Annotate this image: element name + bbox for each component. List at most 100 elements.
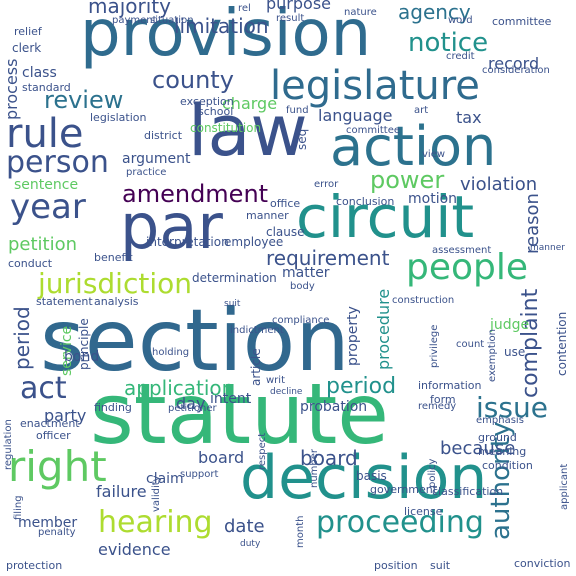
- word-number: consideration: [482, 65, 550, 76]
- word-individual: number: [309, 448, 320, 488]
- word-person: person: [6, 145, 109, 180]
- word-party: party: [44, 406, 87, 425]
- word-petitioner: art: [414, 105, 429, 116]
- word-argument: sentence: [14, 177, 79, 193]
- word-right: right: [8, 442, 107, 491]
- word-procedure: procedure: [374, 288, 393, 370]
- word-form: form: [430, 393, 456, 406]
- word-office: manner: [246, 209, 289, 222]
- word-finding: finding: [94, 401, 132, 414]
- word-contention: construction: [392, 295, 455, 306]
- word-construction: contention: [555, 311, 569, 376]
- word-reason: language: [318, 106, 393, 125]
- word-agency: purpose: [266, 0, 331, 13]
- word-officer: officer: [36, 429, 71, 442]
- word-review: review: [44, 86, 124, 114]
- word-nature: conclusion: [336, 195, 395, 208]
- word-class: class: [22, 65, 57, 81]
- word-date: date: [224, 516, 265, 537]
- word-act: act: [20, 371, 67, 406]
- word-sentence: motion: [408, 191, 458, 207]
- word-classification: classification: [432, 485, 504, 498]
- word-change: petitioner: [168, 403, 217, 414]
- word-property: property: [345, 306, 361, 366]
- word-conviction: applicant: [559, 463, 570, 510]
- word-year: year: [10, 187, 86, 227]
- word-rule: rule: [6, 111, 84, 157]
- word-complaint: complaint: [518, 288, 543, 398]
- word-dismissal: basis: [356, 469, 387, 483]
- word-statute: statute: [90, 365, 389, 463]
- word-enactment: enactment: [20, 417, 80, 430]
- word-clause: clause: [266, 225, 305, 239]
- word-rel: rel: [238, 3, 251, 14]
- word-people: people: [406, 247, 529, 288]
- word-majority: period: [326, 374, 397, 399]
- word-bond: bond: [64, 349, 100, 365]
- word-member: member: [18, 515, 78, 531]
- word-holding: holding: [152, 347, 190, 358]
- word-statement: statement: [36, 295, 93, 308]
- word-circuit: circuit: [296, 183, 475, 251]
- word-interest: because: [440, 438, 516, 459]
- word-use: use: [504, 345, 526, 359]
- word-remedy: remedy: [418, 401, 457, 412]
- word-information: information: [418, 379, 482, 392]
- word-compliance: duty: [240, 539, 261, 549]
- word-payment: nature: [344, 7, 377, 18]
- word-standard: standard: [22, 81, 71, 94]
- word-language: tax: [456, 108, 482, 127]
- word-ground: ground: [478, 431, 517, 444]
- word-regulation: regulation: [3, 419, 14, 470]
- word-tax: charge: [222, 94, 278, 113]
- word-exception: exception: [180, 95, 234, 108]
- word-penalty: respect: [257, 432, 268, 470]
- word-principle: principle: [77, 318, 91, 370]
- word-issue: issue: [476, 391, 548, 424]
- word-protection: protection: [6, 559, 63, 572]
- word-provision: provision: [80, 0, 372, 71]
- word-district: district: [144, 129, 183, 142]
- word-benefit: benefit: [94, 251, 133, 264]
- word-term: argument: [122, 151, 191, 167]
- word-action: action: [330, 115, 497, 178]
- word-process: process: [2, 58, 21, 120]
- word-evidence: evidence: [98, 540, 171, 559]
- word-county: county: [152, 66, 234, 94]
- word-consideration: situation: [150, 15, 194, 26]
- word-seq: compliance: [272, 315, 330, 326]
- word-subject: error: [314, 179, 339, 190]
- word-effect: board: [300, 446, 358, 470]
- word-decline: decline: [270, 387, 303, 397]
- word-matter: matter: [282, 265, 330, 281]
- word-license: position: [374, 559, 418, 572]
- word-suit: support: [180, 469, 219, 480]
- word-duty: month: [295, 515, 306, 548]
- word-period: period: [10, 306, 34, 370]
- word-intent: intent: [210, 391, 252, 407]
- word-government: government: [370, 483, 438, 496]
- word-amendment: amendment: [122, 180, 269, 208]
- word-objection: body: [290, 281, 315, 292]
- word-notice: notice: [408, 28, 489, 58]
- word-board: board: [198, 448, 245, 467]
- word-result: word: [448, 15, 473, 26]
- word-law: law: [188, 90, 308, 172]
- word-fund: indictment: [230, 325, 284, 336]
- word-meaning: meaning: [478, 445, 527, 458]
- word-respect: credit: [446, 51, 475, 62]
- word-decision: decision: [240, 443, 488, 513]
- word-basis: license: [404, 505, 443, 518]
- word-application: application: [124, 376, 235, 400]
- word-analysis: analysis: [94, 295, 139, 308]
- word-relief: relief: [14, 25, 42, 38]
- word-article: article: [249, 348, 263, 386]
- word-interpretation: interpretation: [146, 235, 229, 249]
- word-hearing: hearing: [98, 505, 213, 540]
- word-rate: seq: [295, 128, 309, 150]
- word-petition: petition: [8, 234, 78, 255]
- word-determination: determination: [192, 271, 277, 285]
- word-day: day: [176, 394, 206, 413]
- word-proceeding: proceeding: [316, 505, 484, 540]
- word-ilcs-mid: suit: [224, 299, 241, 309]
